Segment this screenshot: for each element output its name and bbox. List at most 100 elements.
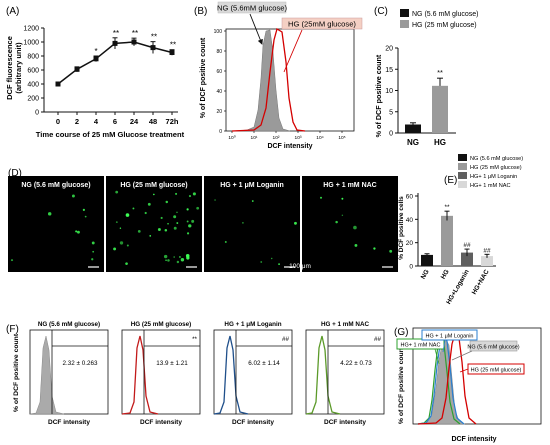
panel-f-subplot-frame [305,329,385,415]
micrograph-cell [175,192,178,195]
micrograph-title: NG (5.6 mM glucose) [21,182,90,189]
panel-e-legend-swatch [458,181,467,188]
micrograph-cell [125,213,130,217]
panel-c-bar [405,124,421,133]
panel-g-hg-leader [459,368,469,373]
micrograph-cell [294,221,297,225]
panel-a-xticks: 0 2 4 6 24 48 72h [56,112,179,126]
panel-a-ytick-label: 1000 [23,40,39,47]
panel-c-legend-label: NG (5.6 mM glucose) [412,11,479,18]
panel-f-subplot-frame [121,329,201,415]
panel-a-ylabel-line1: DCF fluorescence [5,36,14,100]
panel-e-category-label: HG+NAC [471,268,491,296]
panel-e-legend-label: NG (5.6 mM glucose) [470,156,523,162]
panel-c-ytick-label: 20 [385,46,393,53]
panel-c-plot: NG HG ** [405,68,448,147]
micrograph-cell [180,258,185,262]
micrograph-cell [185,253,190,258]
panel-label-b: (B) [194,6,207,17]
panel-f-histogram [29,335,65,415]
panel-c-ytick-label: 10 [385,88,393,95]
panel-e-ylabel: % DCF positive cells [398,196,405,260]
micrograph-cell [188,224,192,228]
micrograph-cell [147,202,151,206]
panel-a-xtick-label: 24 [130,117,139,126]
panel-b-hg-histogram [231,28,306,132]
panel-a-sig-label: ** [170,41,176,50]
panel-c-bar [432,85,448,133]
micrograph-cell [125,262,128,266]
panel-c-ytick-label: 5 [389,109,393,116]
micrograph-cell [173,256,175,258]
micrograph-cell [335,220,338,224]
panel-g-ng-label-box [469,340,518,352]
panel-f-xlabel: DCF intensity [48,419,90,426]
panel-e-ytick-label: 20 [406,240,414,247]
panel-a-sig-label: * [94,47,97,56]
micrograph-cell [196,206,200,210]
panel-a-ylabel-line2: (arbitrary unit) [14,42,23,94]
micrograph-cell [260,261,263,263]
micrograph-title: HG + 1 μM Loganin [220,182,284,189]
panel-a-point [112,40,118,46]
panel-a-xlabel: Time course of 25 mM Glucose treatment [36,130,185,139]
micrograph-cell [191,219,195,223]
panel-b-xtick-label: 10⁴ [316,135,323,141]
panel-f-xlabel: DCF intensity [140,419,182,426]
panel-b-xtick-label: 10¹ [251,135,258,141]
panel-a-point [150,45,156,51]
panel-b-xtick-label: 10² [273,135,280,141]
micrograph-cell [75,230,78,233]
panel-b-hg-label-box [281,17,363,30]
panel-e-plot: NG**HG##HG+Loganin##HG+NAC [420,204,493,306]
panel-a-point [55,81,61,87]
panel-e-category-label: HG [440,269,451,281]
micrograph-image [204,176,300,272]
micrograph-cell [119,227,122,229]
panel-g: (G) % of DCF positive count HG+ 1 mM NAC… [394,327,542,443]
panel-b-ng-histogram [231,29,291,132]
panel-e-sig-label: ## [483,247,491,254]
panel-e-ytick-label: 60 [406,194,414,201]
panel-e-legend-swatch [458,163,467,170]
panel-e-legend-swatch [458,172,467,179]
panel-b: (B) % of DCF positive count 0 20 40 60 80 100… [194,1,363,150]
micrograph-cell [186,220,189,223]
panel-a-sig-label: ** [113,29,119,38]
panel-g-ng-leader [451,350,473,361]
panel-a-plot: *** ** **** [55,29,176,87]
micrograph-title: HG + 1 mM NAC [323,182,376,189]
panel-a-ytick-label: 600 [27,68,39,75]
micrograph-cell [137,229,141,233]
micrograph-cell [115,221,118,223]
panel-e-bar [421,254,433,266]
panel-b-yticks: 0 20 40 60 80 100 [214,29,226,135]
micrograph-cell [149,235,152,237]
micrograph-cell [144,211,147,215]
panel-f-histogram [305,335,341,415]
micrograph-cell [354,243,358,247]
panel-g-loganin-leader [442,339,446,353]
panel-c-ytick-label: 15 [385,67,393,74]
panel-c-category-label: HG [434,138,446,147]
panel-g-ng-label: NG (5.6 mM glucose) [467,345,519,351]
micrograph-cell [176,260,180,264]
micrograph-cell [167,259,170,262]
micrograph-cell [91,241,95,245]
micrograph-cell [132,207,135,210]
panel-c-ylabel: % of DCF positive count [374,54,383,137]
panel-b-xtick-label: 10⁰ [228,135,235,141]
micrograph-image [302,176,398,272]
micrograph-image [8,176,104,272]
panel-e-yticks: 0 20 40 60 [406,194,418,271]
panel-a-ytick-label: 800 [27,54,39,61]
micrograph-cell [113,247,117,251]
panel-e-sig-label: ** [444,204,450,211]
panel-f-histogram [213,335,249,415]
panel-c-yticks: 0 5 10 15 20 [385,46,398,138]
panel-e-legend-label: HG (25 mM glucose) [470,165,522,171]
panel-label-a: (A) [6,6,19,17]
micrograph-cell [163,254,168,259]
panel-c-legend-swatch [400,9,409,17]
panel-a-xtick-label: 6 [113,117,117,126]
